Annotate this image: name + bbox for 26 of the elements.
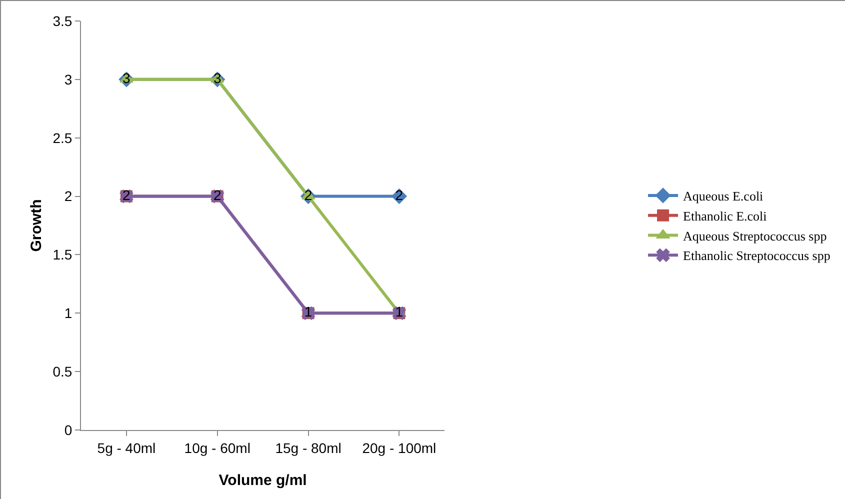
y-axis-title: Growth xyxy=(28,199,45,252)
y-tick-label: 1.5 xyxy=(52,246,72,263)
data-label: 2 xyxy=(395,186,404,203)
y-tick-label: 2.5 xyxy=(52,130,72,146)
x-tick-label: 10g - 60ml xyxy=(184,440,250,456)
data-label: 2 xyxy=(213,186,222,203)
legend-label: Ethanolic E.coli xyxy=(683,208,768,224)
x-tick-label: 15g - 80ml xyxy=(275,440,342,456)
x-tick-label: 5g - 40ml xyxy=(97,440,156,456)
y-tick-label: 3 xyxy=(64,71,72,88)
x-tick-label: 20g - 100ml xyxy=(362,440,436,456)
data-label: 3 xyxy=(213,70,222,86)
data-label: 2 xyxy=(304,186,312,203)
x-axis-title: Volume g/ml xyxy=(218,472,307,489)
y-tick-label: 0.5 xyxy=(52,363,72,380)
data-label: 1 xyxy=(304,304,312,320)
legend-label: Aqueous E.coli xyxy=(683,188,764,204)
data-label: 3 xyxy=(122,70,131,86)
y-tick-label: 1 xyxy=(64,305,72,322)
legend-label: Aqueous Streptococcus spp xyxy=(683,228,827,244)
legend-label: Ethanolic Streptococcus spp xyxy=(683,248,830,264)
y-tick-label: 0 xyxy=(64,422,72,438)
data-label: 1 xyxy=(395,304,404,320)
y-tick-label: 2 xyxy=(64,188,72,204)
data-label: 2 xyxy=(122,186,131,203)
y-tick-label: 3.5 xyxy=(52,12,72,29)
